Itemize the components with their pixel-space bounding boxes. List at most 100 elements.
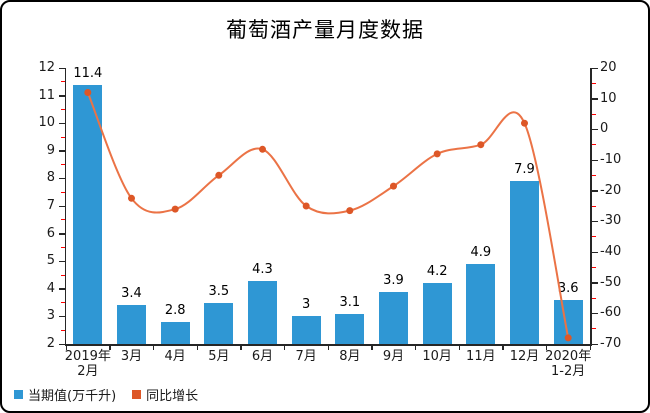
y-minor-tick-right [591, 266, 596, 268]
chart-title: 葡萄酒产量月度数据 [226, 18, 424, 42]
bar-value-label: 4.3 [252, 261, 273, 277]
bar [204, 302, 234, 344]
y-minor-tick-left [60, 108, 65, 110]
bar-value-label: 2.8 [164, 302, 186, 318]
bar-value-label: 3.6 [557, 280, 579, 296]
y-minor-tick-right [591, 82, 596, 84]
line-marker [477, 141, 485, 149]
x-tick [240, 346, 242, 350]
y-minor-tick-left [60, 164, 65, 166]
line-marker [433, 150, 441, 158]
x-tick-label: 11月 [466, 349, 496, 364]
legend-label-bar: 当期值(万千升) [28, 389, 117, 404]
x-tick [196, 346, 198, 350]
y-minor-tick-right [591, 144, 596, 146]
y-minor-tick-left [60, 191, 65, 193]
y-tick-label-left: 3 [46, 308, 55, 324]
y-tick-left [58, 150, 65, 152]
line-marker [128, 194, 135, 202]
bar [248, 280, 277, 344]
bar [379, 291, 408, 344]
y-minor-tick-left [60, 302, 65, 304]
bar [553, 299, 583, 344]
bar-value-label: 11.4 [73, 65, 103, 81]
y-minor-tick-right [591, 205, 596, 207]
x-tick-label: 10月 [422, 349, 452, 364]
y-tick-label-left: 5 [46, 253, 55, 269]
y-minor-tick-left [60, 274, 65, 276]
y-tick-label-right: 0 [600, 121, 609, 137]
bar [160, 321, 190, 344]
y-tick-label-right: -40 [600, 244, 622, 259]
x-tick-label: 2019年 2月 [64, 349, 111, 379]
y-tick-left [58, 67, 65, 69]
y-tick-label-left: 2 [46, 336, 55, 351]
y-tick-right [591, 312, 598, 315]
bar [291, 316, 321, 344]
line-marker [302, 202, 310, 210]
y-tick-right [591, 128, 598, 131]
line-marker [521, 119, 528, 127]
y-tick-right [591, 251, 598, 253]
bar [335, 313, 365, 344]
legend-item-line-series: 同比增长 [132, 385, 198, 404]
line-marker [390, 182, 397, 190]
y-tick-label-left: 11 [38, 87, 55, 103]
x-tick [109, 346, 111, 350]
line-series-path [86, 92, 570, 339]
y-tick-label-right: -10 [600, 152, 622, 167]
y-minor-tick-left [60, 136, 65, 138]
y-minor-tick-right [591, 113, 596, 115]
y-tick-left [58, 288, 65, 290]
bar [117, 305, 146, 344]
y-tick-label-right: -30 [600, 213, 622, 229]
legend-swatch-line [132, 390, 142, 399]
y-tick-left [58, 177, 65, 180]
x-tick-label: 9月 [382, 349, 405, 364]
x-tick [65, 346, 67, 350]
y-tick-left [58, 95, 65, 97]
bar [510, 181, 539, 344]
x-tick-label: 5月 [208, 349, 230, 364]
bar-value-label: 4.2 [426, 264, 448, 280]
y-tick-label-right: -20 [600, 182, 622, 198]
legend-swatch-bar [14, 390, 23, 399]
x-axis-line [64, 344, 592, 346]
y-tick-label-right: -50 [600, 274, 622, 290]
legend-item-bar-series: 当期值(万千升) [14, 385, 116, 404]
y-tick-left [58, 205, 65, 207]
x-tick-label: 3月 [120, 349, 143, 364]
bar-value-label: 3.1 [339, 294, 361, 310]
bar-value-label: 4.9 [470, 244, 492, 260]
bar-value-label: 3 [302, 297, 311, 313]
y-minor-tick-left [60, 329, 65, 331]
x-tick-label: 12月 [509, 349, 540, 364]
line-marker [171, 205, 179, 213]
y-tick-left [58, 233, 65, 235]
x-tick [589, 346, 591, 350]
x-tick-label: 6月 [251, 349, 274, 364]
y-minor-tick-left [60, 246, 65, 248]
x-tick [502, 346, 504, 350]
y-minor-tick-left [60, 81, 65, 83]
y-tick-left [58, 343, 65, 345]
y-minor-tick-left [60, 219, 65, 221]
x-tick [458, 346, 460, 350]
y-tick-right [591, 220, 598, 223]
x-tick [371, 346, 373, 350]
y-tick-label-left: 10 [38, 115, 55, 131]
x-tick-label: 8月 [339, 349, 361, 364]
y-tick-label-left: 9 [46, 142, 55, 158]
y-tick-label-left: 7 [46, 198, 55, 213]
y-tick-left [58, 122, 65, 125]
bar [422, 283, 452, 344]
y-tick-right [591, 67, 598, 69]
y-tick-right [591, 343, 598, 345]
bar-value-label: 3.9 [383, 272, 404, 288]
y-minor-tick-right [591, 174, 596, 176]
x-tick-label: 2020年 1-2月 [545, 349, 592, 379]
line-marker [346, 207, 354, 215]
legend-label-line: 同比增长 [146, 389, 199, 404]
y-axis-left-line [64, 68, 66, 344]
